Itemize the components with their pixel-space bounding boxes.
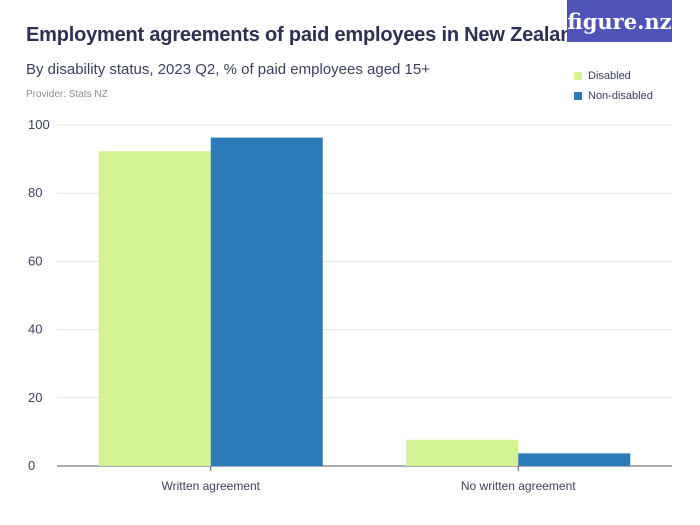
legend-item-disabled: Disabled <box>574 66 653 86</box>
y-tick-label: 0 <box>28 458 35 473</box>
x-tick-label: No written agreement <box>461 479 576 493</box>
bar-non-disabled-1 <box>518 453 631 466</box>
x-tick-label: Written agreement <box>162 479 261 493</box>
y-tick-label: 40 <box>28 322 42 337</box>
figure-nz-logo[interactable]: figure.nz <box>567 0 672 42</box>
y-tick-label: 60 <box>28 253 42 268</box>
chart-legend: Disabled Non-disabled <box>574 66 653 106</box>
legend-swatch-non-disabled <box>574 92 582 100</box>
legend-label-disabled: Disabled <box>588 70 631 82</box>
bar-non-disabled-0 <box>210 137 323 466</box>
provider-note: Provider: Stats NZ <box>26 89 108 100</box>
bar-disabled-0 <box>98 151 211 466</box>
y-tick-label: 80 <box>28 185 42 200</box>
legend-swatch-disabled <box>574 72 582 80</box>
y-tick-label: 100 <box>28 117 50 132</box>
chart-title: Employment agreements of paid employees … <box>26 24 585 46</box>
bar-disabled-1 <box>406 439 519 466</box>
legend-label-non-disabled: Non-disabled <box>588 90 653 102</box>
legend-item-non-disabled: Non-disabled <box>574 86 653 106</box>
y-tick-label: 20 <box>28 390 42 405</box>
chart-subtitle: By disability status, 2023 Q2, % of paid… <box>26 61 430 78</box>
